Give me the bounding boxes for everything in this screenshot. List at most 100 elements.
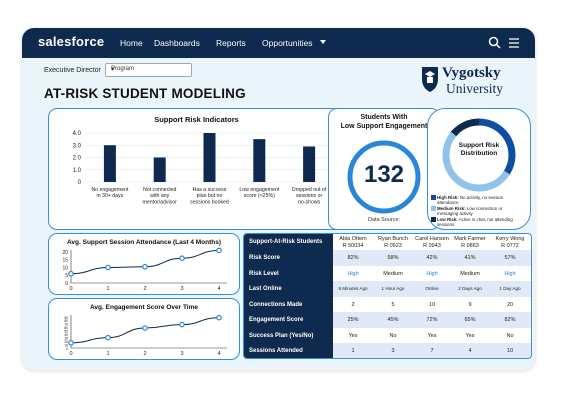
x-tick-label: No engagement: [91, 187, 128, 193]
legend-swatch-low: [431, 217, 436, 222]
y-tick-label: 20: [62, 250, 68, 256]
table-cell: Medium: [460, 270, 480, 277]
student-header[interactable]: Kerry Wong R 0772: [490, 236, 530, 249]
search-icon[interactable]: [487, 35, 503, 51]
donut-title-line2: Distribution: [460, 150, 498, 157]
x-tick-label: 1: [106, 351, 109, 357]
student-header[interactable]: Abia Ottem R 50034: [333, 236, 373, 249]
x-tick-label: 0: [69, 286, 72, 292]
x-tick-label: score (<25%): [244, 193, 275, 199]
university-logo: Vygotsky University: [420, 65, 530, 97]
donut-slice: [450, 118, 480, 137]
data-point: [179, 321, 185, 328]
y-tick-label: 0: [66, 347, 68, 351]
student-id: R 0923: [384, 242, 402, 249]
student-header[interactable]: Carol Hansen R 0943: [412, 236, 452, 249]
nav-opportunities[interactable]: Opportunities: [262, 38, 313, 48]
data-point: [105, 334, 111, 341]
kpi-data-source: Data Source:: [367, 217, 401, 223]
dashboard-frame: salesforce Home Dashboards Reports Oppor…: [22, 28, 535, 370]
y-tick-label: 30: [64, 336, 68, 340]
row-label: Risk Score: [249, 255, 281, 261]
engagement-score-card: Avg. Engagement Score Over Time 0 10 20 30 4…: [48, 298, 240, 360]
legend-medium-risk: Medium Risk: Low connection or messaging…: [431, 206, 515, 217]
table-cell: Online: [425, 286, 439, 291]
university-subtitle: University: [446, 81, 503, 96]
row-label: Connections Made: [249, 301, 303, 308]
chevron-down-icon[interactable]: [318, 36, 328, 48]
at-risk-students-table: Support-At-Risk Students Abia Ottem R 5003…: [243, 233, 532, 359]
y-tick-label: 60: [64, 326, 68, 330]
chevron-down-icon: ▾: [111, 66, 115, 73]
line2-title: Avg. Engagement Score Over Time: [89, 304, 198, 311]
table-cell: 7: [430, 348, 434, 354]
y-tick-label: 70: [64, 323, 68, 327]
student-header[interactable]: Ryan Bunch R 0923: [373, 236, 413, 249]
bar: [253, 139, 266, 182]
data-point: [68, 270, 74, 277]
row-label: Engagement Score: [249, 317, 304, 323]
table-cell: 82%: [504, 317, 516, 323]
y-tick-label: 0: [78, 180, 82, 186]
table-cell: 1: [351, 348, 355, 354]
row-label: Sessions Attended: [249, 348, 303, 354]
table-cell: 9: [468, 301, 472, 308]
table-cell: High: [426, 270, 438, 277]
y-tick-label: 0: [65, 281, 68, 287]
x-tick-label: in 30+ days: [97, 193, 124, 199]
page-title: AT-RISK STUDENT MODELING: [44, 86, 246, 101]
y-tick-label: 15: [62, 258, 68, 264]
salesforce-logo[interactable]: salesforce: [38, 34, 105, 49]
x-tick-label: 4: [217, 286, 220, 292]
table-cell: 5: [391, 301, 395, 308]
nav-reports[interactable]: Reports: [216, 38, 246, 48]
bar: [153, 157, 166, 182]
bar: [203, 133, 216, 182]
kpi-title-line1: Students With: [360, 114, 408, 121]
shield-icon: [422, 67, 438, 92]
x-tick-label: sessions or: [296, 193, 323, 199]
x-tick-label: Dropped out of: [292, 187, 327, 193]
row-highlight: [333, 343, 531, 358]
x-tick-label: sessions booked: [190, 199, 229, 205]
y-tick-label: 5: [65, 273, 68, 279]
table-cell: 10: [506, 348, 514, 354]
student-header[interactable]: Mark Farmer R 0863: [450, 236, 490, 249]
x-tick-label: plan but no: [197, 193, 223, 199]
filter-label: Executive Director: [44, 67, 101, 74]
student-id: R 50034: [342, 242, 364, 249]
nav-dashboards[interactable]: Dashboards: [154, 38, 200, 48]
data-point: [216, 314, 222, 321]
student-id: R 0863: [461, 242, 479, 249]
y-tick-label: 20: [64, 340, 68, 344]
data-point: [216, 247, 222, 254]
program-select-value: Program: [111, 66, 135, 72]
program-select[interactable]: Program ▾: [105, 63, 192, 77]
student-name: Kerry Wong: [495, 236, 525, 242]
session-attendance-card: Avg. Support Session Attendance (Last 4 …: [48, 233, 240, 295]
menu-icon[interactable]: [506, 35, 522, 51]
data-point: [142, 325, 148, 331]
table-cell: 25%: [347, 317, 359, 323]
risk-distribution-card: Support Risk Distribution High Risk: No …: [427, 108, 531, 230]
legend-swatch-high: [431, 195, 436, 200]
bar: [103, 145, 116, 182]
table-cell: High: [504, 270, 516, 277]
kpi-title-line2: Low Support Engagement: [340, 123, 428, 130]
y-tick-label: 1.0: [73, 168, 82, 174]
table-cell: 41%: [464, 255, 476, 261]
table-cell: Yes: [348, 332, 358, 339]
table-cell: 1 Hour Ago: [381, 286, 405, 291]
row-label: Last Online: [249, 286, 282, 292]
kpi-ring: [347, 140, 421, 214]
table-cell: 65%: [464, 317, 476, 323]
nav-home[interactable]: Home: [120, 38, 143, 48]
low-engagement-kpi-card: Students With Low Support Engagement 132…: [328, 108, 440, 230]
row-highlight: [333, 312, 531, 328]
row-label: Success Plan (Yes/No): [249, 332, 314, 339]
table-header-title: Support-At-Risk Students: [249, 239, 323, 245]
x-tick-label: 4: [217, 351, 220, 357]
y-tick-label: 90: [64, 316, 68, 320]
